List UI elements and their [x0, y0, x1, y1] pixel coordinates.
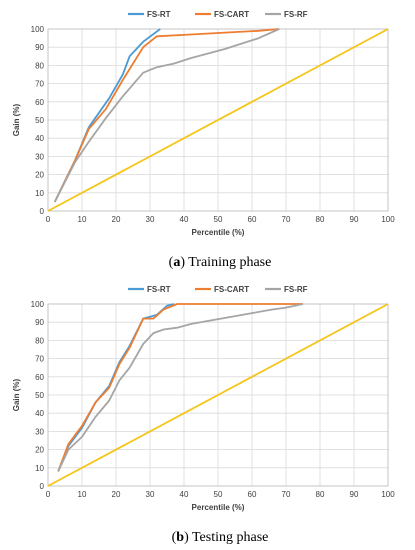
- chart-training: 0 10 20 30 40 50 60 70 80 90 100 0 10 20 30 40 50 60 70 80…: [12, 10, 395, 270]
- y-tick-label: 20: [35, 446, 44, 455]
- x-tick-label: 80: [316, 215, 325, 224]
- legend-label: FS-RF: [284, 10, 308, 19]
- x-tick-label: 100: [381, 215, 395, 224]
- series-line-baseline: [47, 28, 389, 212]
- series-line-fs-rf: [57, 303, 304, 472]
- legend: FS-RT FS-CART FS-RF: [128, 285, 308, 294]
- x-tick-label: 30: [146, 215, 155, 224]
- legend-label: FS-RT: [147, 285, 171, 294]
- x-tick-label: 20: [112, 490, 121, 499]
- y-tick-label: 40: [35, 409, 44, 418]
- y-tick-label: 50: [35, 116, 44, 125]
- chart-testing: 0 10 20 30 40 50 60 70 80 90 100 0 10 20 30 40 50 60 70 80…: [12, 285, 395, 545]
- x-tick-label: 20: [112, 215, 121, 224]
- y-tick-label: 10: [35, 464, 44, 473]
- x-tick-label: 90: [350, 490, 359, 499]
- legend-label: FS-CART: [214, 10, 249, 19]
- legend: FS-RT FS-CART FS-RF: [128, 10, 308, 19]
- caption-letter: b: [176, 530, 184, 545]
- y-tick-label: 30: [35, 152, 44, 161]
- x-tick-label: 100: [381, 490, 395, 499]
- x-tick-label: 0: [46, 490, 51, 499]
- x-tick-labels: 0 10 20 30 40 50 60 70 80 90 100: [46, 215, 395, 224]
- x-tick-label: 70: [282, 490, 291, 499]
- y-tick-labels: 0 10 20 30 40 50 60 70 80 90 100: [31, 300, 45, 491]
- caption-text: Training phase: [188, 255, 271, 270]
- y-tick-label: 100: [31, 25, 45, 34]
- series-lines: [47, 28, 389, 212]
- x-tick-label: 60: [248, 490, 257, 499]
- chart-caption: (b) Testing phase: [172, 530, 269, 545]
- series-line-fs-cart: [57, 303, 303, 472]
- legend-label: FS-CART: [214, 285, 249, 294]
- y-tick-label: 30: [35, 427, 44, 436]
- x-tick-label: 0: [46, 215, 51, 224]
- caption-letter: a: [173, 255, 180, 270]
- x-tick-label: 70: [282, 215, 291, 224]
- x-tick-label: 60: [248, 215, 257, 224]
- x-tick-label: 30: [146, 490, 155, 499]
- series-line-fs-rf: [53, 28, 280, 203]
- y-tick-labels: 0 10 20 30 40 50 60 70 80 90 100: [31, 25, 45, 216]
- x-tick-label: 50: [214, 490, 223, 499]
- y-tick-label: 0: [40, 207, 45, 216]
- y-tick-label: 50: [35, 391, 44, 400]
- y-tick-label: 40: [35, 134, 44, 143]
- x-tick-label: 50: [214, 215, 223, 224]
- y-tick-label: 80: [35, 61, 44, 70]
- y-axis-label: Gain (%): [12, 378, 21, 411]
- x-tick-label: 10: [78, 490, 87, 499]
- x-tick-label: 40: [180, 490, 189, 499]
- y-tick-label: 0: [40, 482, 45, 491]
- y-tick-label: 60: [35, 373, 44, 382]
- legend-label: FS-RF: [284, 285, 308, 294]
- x-tick-label: 80: [316, 490, 325, 499]
- y-tick-label: 60: [35, 98, 44, 107]
- y-tick-label: 20: [35, 171, 44, 180]
- x-axis-label: Percentile (%): [192, 228, 245, 237]
- y-tick-label: 10: [35, 189, 44, 198]
- x-tick-labels: 0 10 20 30 40 50 60 70 80 90 100: [46, 490, 395, 499]
- series-line-baseline: [47, 303, 389, 487]
- y-tick-label: 90: [35, 43, 44, 52]
- y-axis-label: Gain (%): [12, 103, 21, 136]
- y-tick-label: 70: [35, 80, 44, 89]
- y-tick-label: 70: [35, 355, 44, 364]
- y-tick-label: 80: [35, 336, 44, 345]
- legend-label: FS-RT: [147, 10, 171, 19]
- x-axis-label: Percentile (%): [192, 503, 245, 512]
- y-tick-label: 100: [31, 300, 45, 309]
- x-tick-label: 10: [78, 215, 87, 224]
- chart-caption: (a) Training phase: [169, 255, 272, 270]
- y-tick-label: 90: [35, 318, 44, 327]
- caption-text: Testing phase: [192, 530, 268, 545]
- plot-frame: [47, 28, 389, 212]
- series-lines: [47, 303, 389, 487]
- x-tick-label: 90: [350, 215, 359, 224]
- x-tick-label: 40: [180, 215, 189, 224]
- series-line-fs-cart: [53, 28, 280, 203]
